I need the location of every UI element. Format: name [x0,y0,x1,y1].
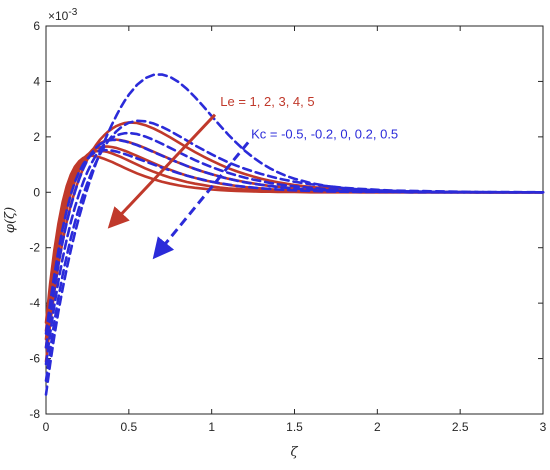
x-tick-label: 2.5 [452,420,469,434]
y-tick-label: 0 [33,185,40,199]
x-tick-label: 0 [43,420,50,434]
y-tick-label: 4 [33,74,40,88]
y-tick-label: -4 [29,296,40,310]
kc-annotation: Kc = -0.5, -0.2, 0, 0.2, 0.5 [251,126,398,141]
y-exponent-label: ×10-3 [48,7,78,23]
y-tick-label: -2 [29,241,40,255]
kc-series-line-8 [44,131,545,366]
y-exponent-base: ×10 [48,9,69,23]
series-layer [44,73,545,396]
x-tick-label: 0.5 [120,420,137,434]
x-tick-label: 2 [374,420,381,434]
y-axis-label: φ(ζ) [3,207,18,233]
plot-area [45,25,544,415]
le-arrow [107,113,217,229]
x-tick-label: 3 [540,420,547,434]
x-axis-label: ζ [290,445,298,460]
y-tick-label: -6 [29,352,40,366]
y-tick-label: 6 [33,19,40,33]
y-exponent-power: -3 [68,7,77,18]
y-tick-label: -8 [29,407,40,421]
x-tick-label: 1.5 [286,420,303,434]
y-tick-label: 2 [33,130,40,144]
x-axis-ticks: 0 0.5 1 1.5 2 2.5 3 [43,26,547,434]
x-tick-label: 1 [208,420,215,434]
kc-series-line-10 [44,73,545,396]
kc-arrow [152,141,250,260]
le-annotation: Le = 1, 2, 3, 4, 5 [220,94,314,109]
